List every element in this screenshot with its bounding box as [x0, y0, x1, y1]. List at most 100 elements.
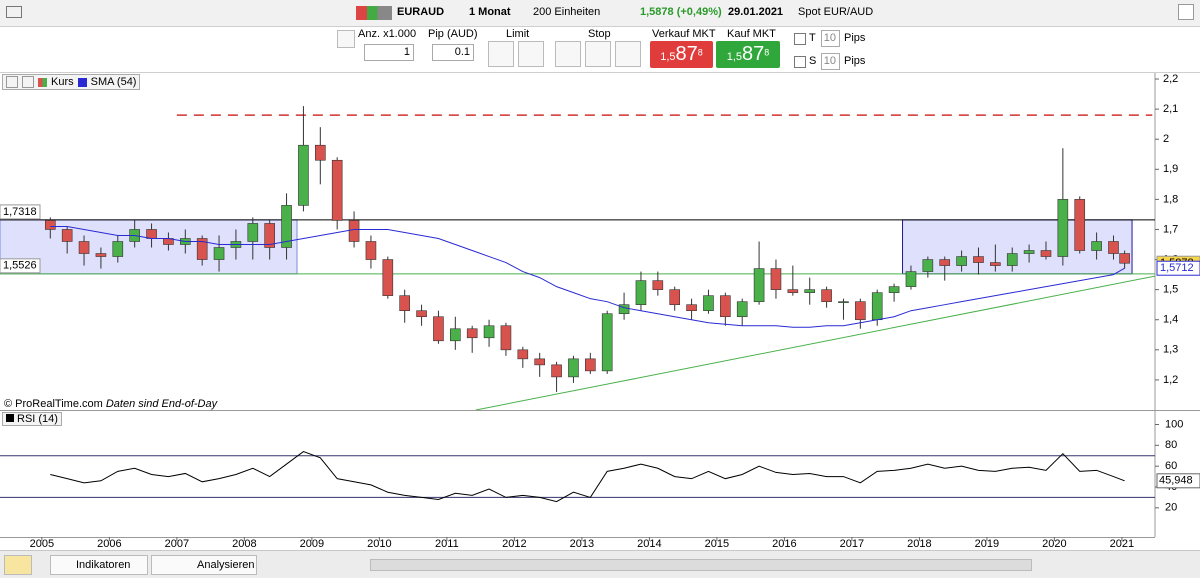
candle-body — [686, 304, 697, 312]
analyze-button[interactable]: Analysieren — [151, 555, 257, 575]
candle-body — [1091, 241, 1102, 251]
window-icon[interactable] — [6, 6, 22, 18]
legend-label: SMA (54) — [90, 76, 137, 88]
qty-input[interactable]: 1 — [364, 44, 414, 61]
y-tick-label: 60 — [1165, 460, 1177, 472]
candle-body — [1057, 199, 1069, 257]
candle-body — [78, 241, 90, 254]
price-tag-box — [1156, 260, 1200, 276]
candle-body — [601, 313, 613, 372]
candle-body — [770, 268, 782, 290]
y-tick-label: 1,2 — [1163, 374, 1178, 386]
candle-body — [382, 259, 394, 296]
candle-body — [618, 304, 630, 315]
x-tick-label: 2017 — [840, 538, 864, 550]
rsi-legend: RSI (14) — [2, 412, 62, 426]
units[interactable]: 200 Einheiten — [533, 6, 601, 18]
s-label: S — [809, 55, 817, 67]
pip-label: Pip (AUD) — [428, 28, 478, 40]
x-tick-label: 2014 — [637, 538, 661, 550]
x-tick-label: 2013 — [570, 538, 594, 550]
pip-input[interactable]: 0.1 — [432, 44, 474, 61]
limit-sell[interactable] — [518, 41, 544, 67]
level-label-box — [0, 258, 41, 274]
sell-sup: 8 — [697, 47, 703, 58]
candle-body — [669, 289, 681, 305]
order-toolbar: Anz. x1.000 1 Pip (AUD) 0.1 Limit Stop V… — [0, 27, 1200, 73]
s-pips: Pips — [844, 55, 866, 67]
bottom-toolbar: Indikatoren Analysieren — [0, 550, 1200, 578]
x-tick-label: 2015 — [705, 538, 729, 550]
candle-body — [551, 364, 562, 378]
candle-body — [585, 358, 596, 372]
candle-body — [95, 253, 107, 257]
candle-body — [196, 238, 208, 260]
trendline — [475, 275, 1156, 411]
candle-body — [146, 229, 157, 239]
t-label: T — [809, 32, 816, 44]
candle-body — [315, 144, 326, 161]
buy-label: Kauf MKT — [727, 28, 776, 40]
legend-label: Kurs — [51, 76, 74, 88]
candle-body — [753, 268, 765, 302]
y-tick-label: 2 — [1163, 133, 1169, 145]
t-checkbox[interactable] — [794, 33, 806, 45]
stop-b[interactable] — [585, 41, 611, 67]
level-label: 1,7318 — [3, 206, 37, 218]
source-note: Daten sind End-of-Day — [105, 398, 218, 410]
buy-button[interactable]: 1,5878 — [716, 41, 780, 68]
candle-body — [331, 159, 343, 221]
legend-icon[interactable] — [6, 76, 18, 88]
x-tick-label: 2009 — [300, 538, 324, 550]
period[interactable]: 1 Monat — [469, 6, 511, 18]
y-tick-label: 1,8 — [1163, 193, 1178, 205]
candle-body — [888, 286, 900, 293]
analyze-label: Analysieren — [197, 559, 255, 571]
price-change: 1,5878 (+0,49%) — [640, 6, 722, 18]
candle-body — [1040, 250, 1052, 257]
candle-body — [61, 229, 73, 242]
y-tick-label: 1,7 — [1163, 223, 1178, 235]
price-tag: 1,5712 — [1160, 262, 1194, 274]
candle-body — [720, 295, 731, 318]
stop-label: Stop — [588, 28, 611, 40]
sell-button[interactable]: 1,5878 — [650, 41, 713, 68]
x-tick-label: 2011 — [435, 538, 459, 550]
collapse-button[interactable] — [1178, 4, 1194, 20]
t-pips: Pips — [844, 32, 866, 44]
tool-button[interactable] — [337, 30, 355, 48]
indicators-button[interactable]: Indikatoren — [50, 555, 148, 575]
legend-swatch — [6, 414, 14, 422]
qty-label: Anz. x1.000 — [358, 28, 417, 40]
t-input[interactable]: 10 — [821, 30, 840, 47]
limit-buy[interactable] — [488, 41, 514, 67]
y-tick-label: 1,4 — [1163, 314, 1178, 326]
candle-body — [433, 316, 444, 342]
legend-icon[interactable] — [22, 76, 34, 88]
scrollbar[interactable] — [370, 559, 1032, 571]
stop-a[interactable] — [555, 41, 581, 67]
s-checkbox[interactable] — [794, 56, 806, 68]
rsi-tag: 45,948 — [1159, 475, 1193, 487]
chart-type-icon[interactable] — [356, 6, 392, 20]
x-tick-label: 2005 — [30, 538, 54, 550]
candle-body — [736, 301, 748, 318]
draw-button[interactable] — [4, 555, 32, 575]
buy-big: 87 — [742, 43, 765, 65]
limit-label: Limit — [506, 28, 530, 40]
stop-c[interactable] — [615, 41, 641, 67]
candle-body — [871, 292, 883, 321]
x-tick-label: 2020 — [1042, 538, 1066, 550]
candle-body — [787, 289, 799, 293]
symbol[interactable]: EURAUD — [397, 6, 445, 18]
s-input[interactable]: 10 — [821, 53, 840, 70]
candle-body — [635, 280, 647, 305]
level-label-box — [0, 204, 41, 220]
price-legend: Kurs SMA (54) — [2, 74, 141, 90]
market: Spot EUR/AUD — [798, 6, 874, 18]
y-tick-label: 1,9 — [1163, 163, 1178, 175]
rsi-line — [50, 451, 1125, 503]
candle-body — [247, 223, 259, 242]
